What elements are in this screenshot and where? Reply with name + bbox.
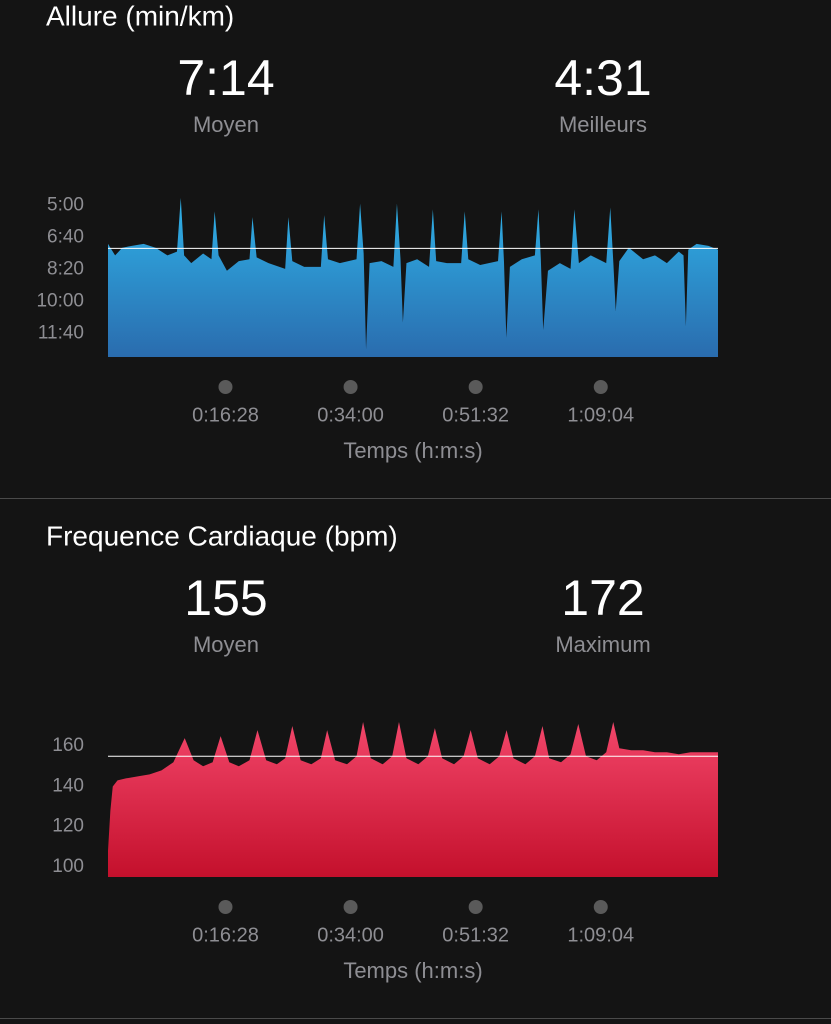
stat-value: 155 (184, 570, 267, 626)
y-tick-label: 140 (52, 775, 84, 796)
x-tick-label: 1:09:04 (567, 404, 634, 426)
x-tick-label: 0:16:28 (192, 404, 259, 426)
area (108, 722, 718, 877)
x-tick-label: 0:51:32 (442, 924, 509, 946)
y-tick-label: 8:20 (47, 258, 84, 279)
stat-label: Moyen (193, 632, 259, 657)
y-tick-label: 120 (52, 816, 84, 837)
x-tick-dot (593, 900, 608, 914)
y-tick-label: 10:00 (36, 290, 84, 311)
x-tick-label: 0:34:00 (317, 924, 384, 946)
x-axis-label: Temps (h:m:s) (343, 438, 482, 463)
x-tick-dot (468, 900, 483, 914)
stat-label: Meilleurs (559, 112, 647, 137)
x-tick-dot (468, 380, 483, 394)
stat-label: Maximum (555, 632, 650, 657)
x-tick-label: 1:09:04 (567, 924, 634, 946)
y-tick-label: 6:40 (47, 227, 84, 248)
x-tick-dot (593, 380, 608, 394)
x-tick-dot (343, 380, 358, 394)
x-axis-label: Temps (h:m:s) (343, 958, 482, 983)
x-tick-dot (218, 380, 233, 394)
y-tick-label: 11:40 (38, 322, 84, 343)
x-tick-dot (343, 900, 358, 914)
stat-value: 7:14 (177, 50, 274, 106)
y-tick-label: 5:00 (47, 195, 84, 216)
y-tick-label: 160 (52, 735, 84, 756)
stat-label: Moyen (193, 112, 259, 137)
x-tick-label: 0:34:00 (317, 404, 384, 426)
x-tick-label: 0:51:32 (442, 404, 509, 426)
chart-title: Allure (min/km) (46, 0, 234, 31)
x-tick-label: 0:16:28 (192, 924, 259, 946)
stat-value: 172 (561, 570, 644, 626)
chart-title: Frequence Cardiaque (bpm) (46, 520, 398, 551)
x-tick-dot (218, 900, 233, 914)
stat-value: 4:31 (554, 50, 651, 106)
area (108, 197, 718, 357)
y-tick-label: 100 (52, 856, 84, 877)
